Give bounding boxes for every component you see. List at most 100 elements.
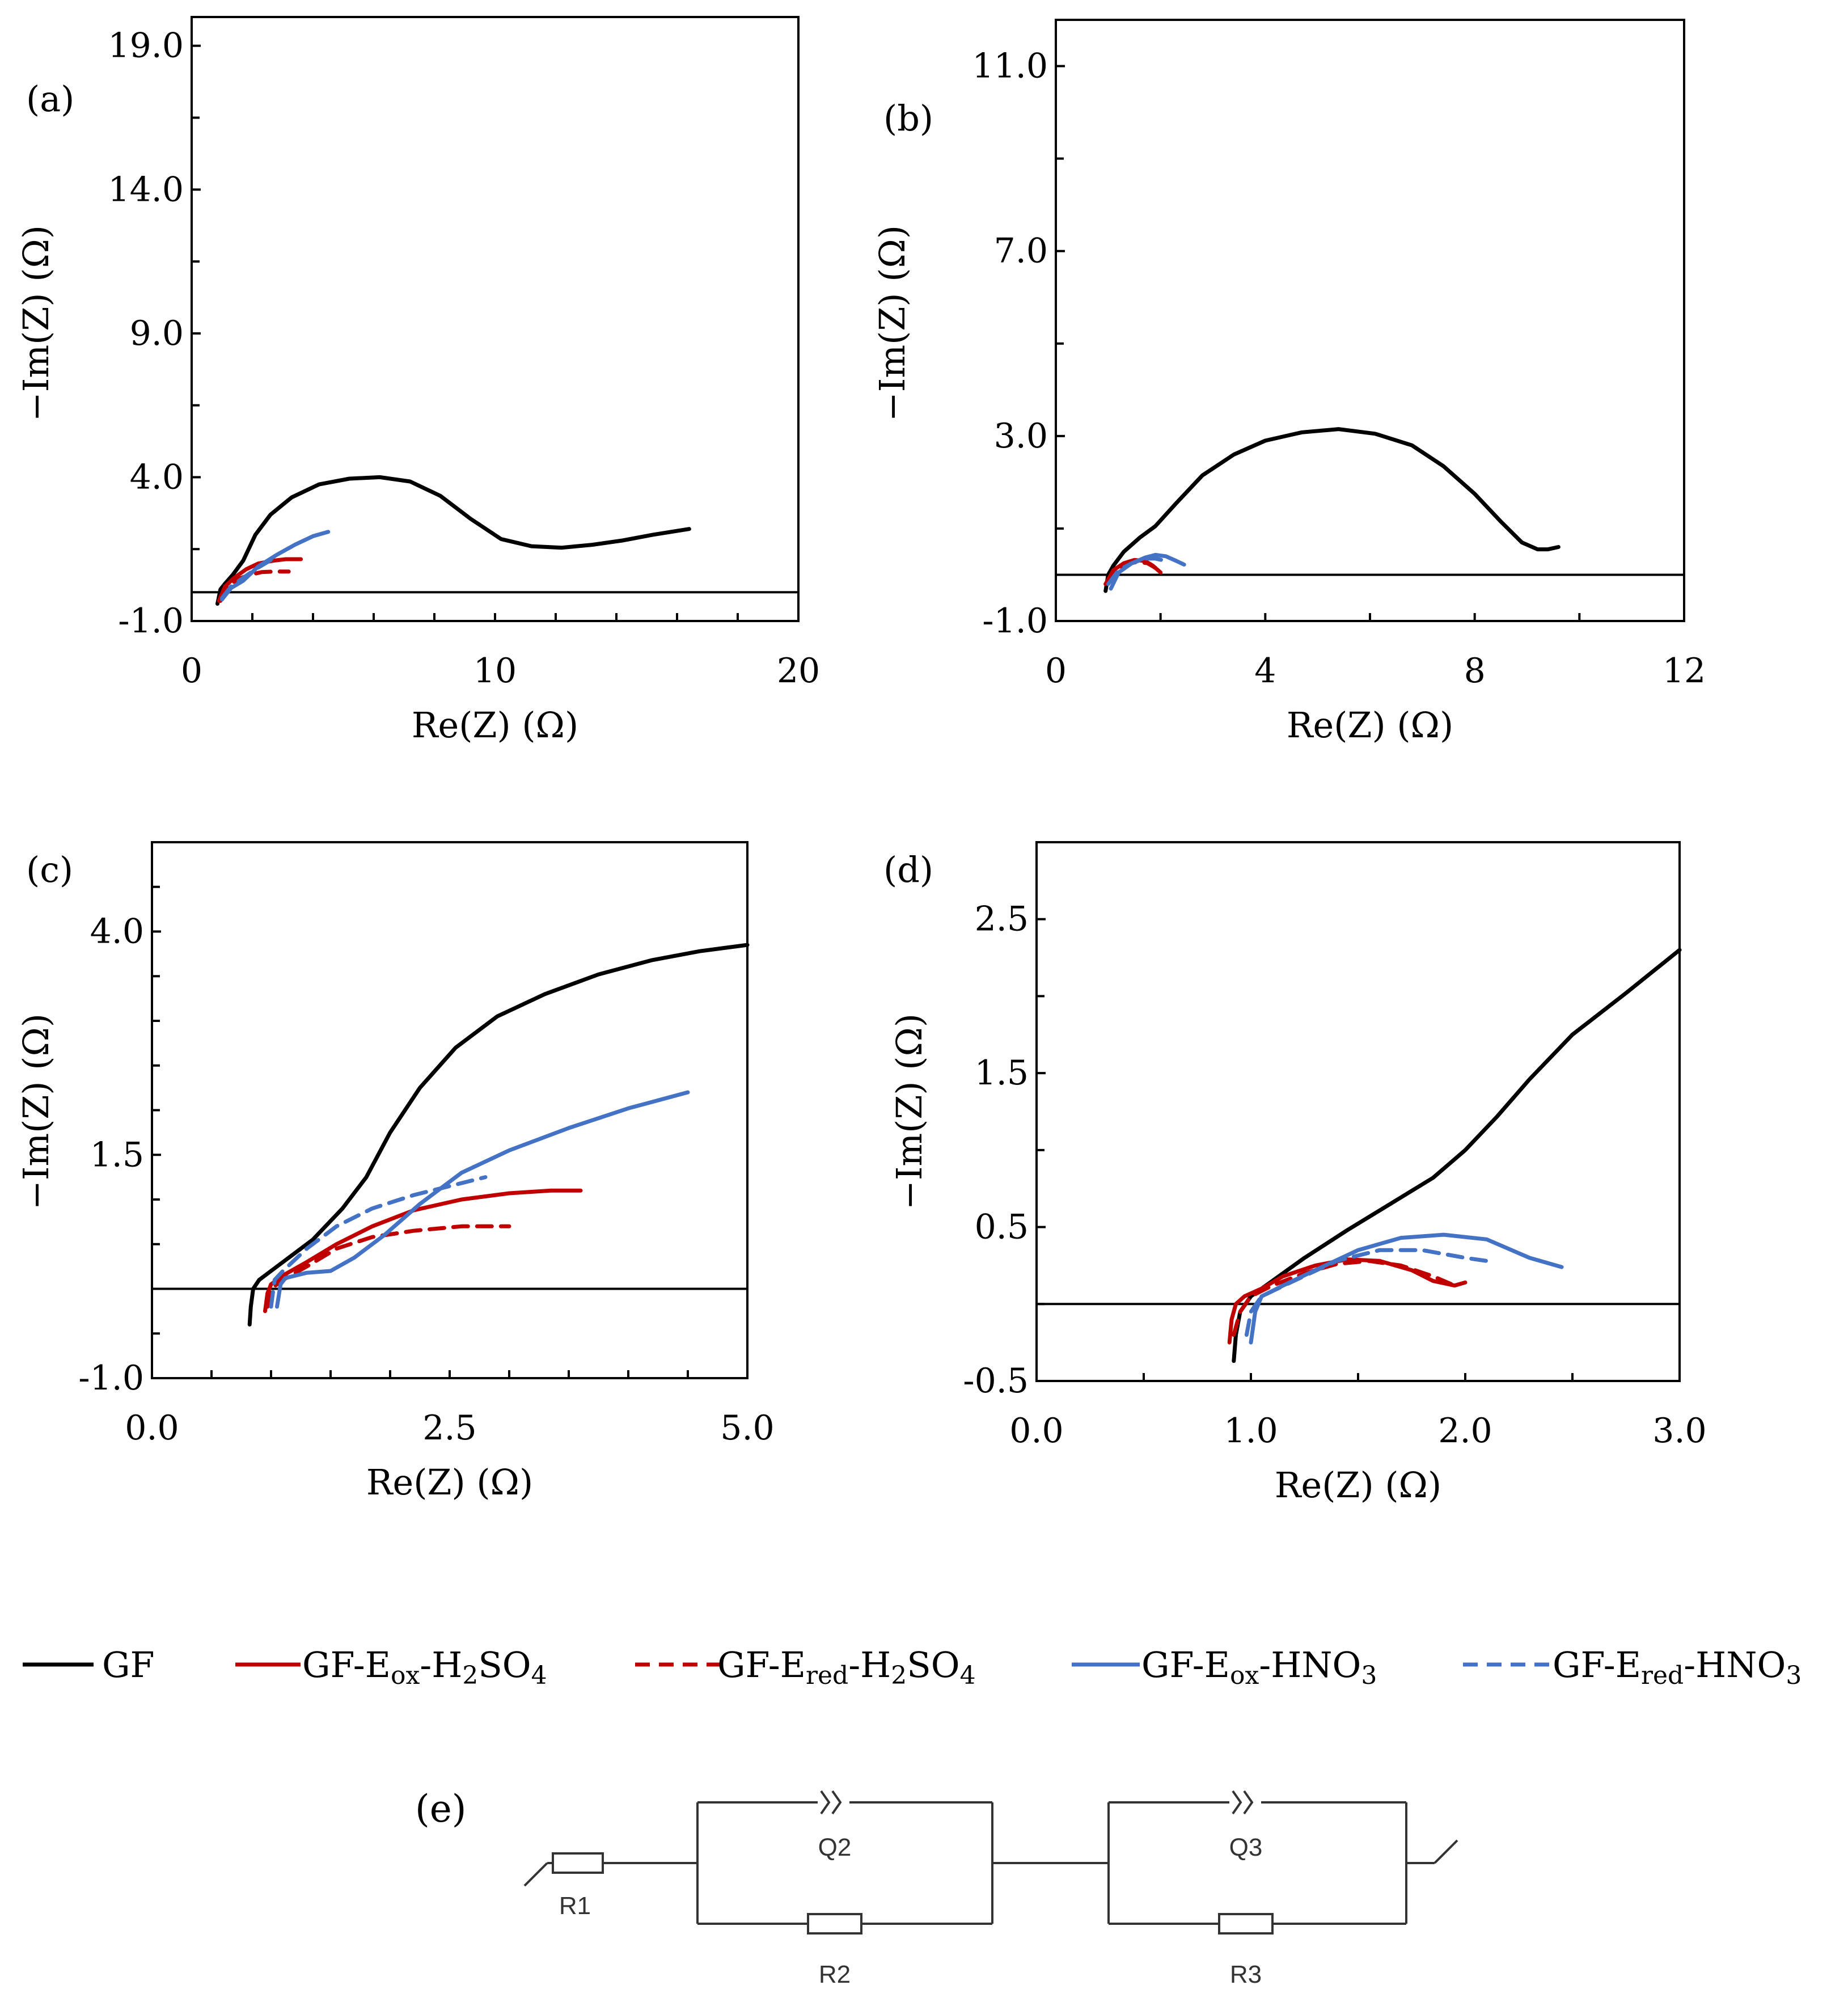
x-tick-label: 4 bbox=[1254, 651, 1276, 691]
legend-label-part: -HNO bbox=[1259, 1644, 1361, 1686]
legend-label-part: SO bbox=[478, 1644, 531, 1686]
label-r3: R3 bbox=[1230, 1961, 1262, 1988]
label-q2: Q2 bbox=[818, 1834, 852, 1861]
y-axis-title: −Im(Z) (Ω) bbox=[872, 225, 913, 421]
y-tick-label: -0.5 bbox=[963, 1361, 1029, 1401]
cpe-gap bbox=[818, 1792, 849, 1813]
x-tick-label: 0 bbox=[1045, 651, 1067, 691]
panel-tag: (c) bbox=[26, 849, 73, 890]
x-tick-label: 1.0 bbox=[1224, 1411, 1278, 1451]
series-line-gf-eox-h2so4 bbox=[217, 557, 303, 603]
cpe-gap bbox=[1229, 1792, 1261, 1813]
cpe-q3-icon bbox=[1232, 1790, 1254, 1815]
label-r1: R1 bbox=[559, 1892, 591, 1920]
x-axis-title: Re(Z) (Ω) bbox=[366, 1462, 533, 1503]
x-tick-label: 2.0 bbox=[1438, 1411, 1492, 1451]
series-line-gf-eox-hno3 bbox=[1109, 552, 1186, 591]
series-line-gf-ered-hno3 bbox=[220, 554, 279, 600]
legend-label-part: ox bbox=[1230, 1661, 1259, 1690]
legend-label-part: 3 bbox=[1361, 1661, 1377, 1690]
y-axis-title: −Im(Z) (Ω) bbox=[15, 1013, 57, 1210]
series-line-gf-eox-hno3 bbox=[275, 1090, 690, 1309]
series-line-gf-ered-hno3 bbox=[269, 1175, 488, 1309]
legend-label-part: SO bbox=[907, 1644, 959, 1686]
series-line-gf-eox-h2so4 bbox=[263, 1188, 583, 1313]
legend-label-part: -HNO bbox=[1684, 1644, 1786, 1686]
series-line-gf bbox=[1232, 948, 1682, 1363]
x-tick-label: 0.0 bbox=[125, 1408, 179, 1448]
legend-label-part: GF-E bbox=[302, 1644, 391, 1686]
y-tick-label: 19.0 bbox=[108, 26, 184, 66]
y-tick-label: 14.0 bbox=[108, 170, 184, 209]
y-tick-label: -1.0 bbox=[982, 601, 1048, 641]
legend-label-part: GF-E bbox=[1141, 1644, 1230, 1686]
resistor-r2 bbox=[807, 1913, 862, 1935]
legend-label-gf-eox-hno3: GF-Eox-HNO3 bbox=[1141, 1644, 1377, 1690]
legend-label-part: red bbox=[1641, 1661, 1684, 1690]
legend-label-part: GF-E bbox=[1553, 1644, 1641, 1686]
panel-b: -1.0 3.0 7.0 11.0 0 4 8 12 Re(Z) (Ω) −Im(Z) (Ω) (b… bbox=[872, 19, 1706, 746]
y-tick-label: 0.5 bbox=[975, 1207, 1029, 1247]
panel-tag: (a) bbox=[26, 78, 74, 120]
cpe-q2-icon bbox=[820, 1790, 842, 1815]
series-line-gf-ered-h2so4 bbox=[1232, 1258, 1457, 1337]
label-r2: R2 bbox=[819, 1961, 851, 1988]
legend-label-part: 4 bbox=[531, 1661, 547, 1690]
legend-label-part: 2 bbox=[891, 1661, 907, 1690]
legend-label-part: red bbox=[806, 1661, 848, 1690]
circuit-panel-tag: (e) bbox=[415, 1787, 467, 1831]
equivalent-circuit: (e) R1 Q2 R2 Q3 R3 bbox=[415, 1787, 1458, 1988]
y-tick-label: 4.0 bbox=[130, 457, 184, 497]
panel-c: -1.0 1.5 4.0 0.0 2.5 5.0 Re(Z) (Ω) −Im(Z) (Ω) (c… bbox=[15, 841, 775, 1503]
legend-label-gf-ered-h2so4: GF-Ered-H2SO4 bbox=[717, 1644, 976, 1690]
y-tick-label: 2.5 bbox=[975, 899, 1029, 939]
resistor-r1 bbox=[552, 1852, 604, 1874]
y-tick-label: 1.5 bbox=[90, 1135, 144, 1175]
series-line-gf-ered-hno3 bbox=[1106, 556, 1168, 586]
legend-label-part: 4 bbox=[960, 1661, 976, 1690]
y-tick-label: -1.0 bbox=[78, 1358, 144, 1398]
legend-label-part: ox bbox=[391, 1661, 420, 1690]
panel-d: -0.5 0.5 1.5 2.5 0.0 1.0 2.0 3.0 Re(Z) (Ω) −Im(Z)… bbox=[883, 841, 1707, 1506]
panel-a: -1.0 4.0 9.0 14.0 19.0 0 10 20 Re(Z) (Ω) −Im(Z) (… bbox=[15, 16, 820, 746]
y-tick-label: 1.5 bbox=[975, 1053, 1029, 1093]
legend-label-part: 2 bbox=[462, 1661, 478, 1690]
x-axis-title: Re(Z) (Ω) bbox=[412, 704, 578, 746]
panel-tag: (b) bbox=[883, 98, 933, 139]
legend-label-part: -H bbox=[420, 1644, 462, 1686]
legend-label-part: -H bbox=[848, 1644, 891, 1686]
y-tick-label: 9.0 bbox=[130, 314, 184, 353]
plot-frame bbox=[1035, 841, 1681, 1382]
series-line-gf bbox=[1103, 427, 1561, 593]
y-tick-label: 4.0 bbox=[90, 912, 144, 952]
x-tick-label: 0 bbox=[181, 651, 202, 691]
x-tick-label: 8 bbox=[1464, 651, 1486, 691]
x-axis-title: Re(Z) (Ω) bbox=[1287, 704, 1453, 746]
label-q3: Q3 bbox=[1229, 1834, 1263, 1861]
plot-frame bbox=[151, 841, 748, 1379]
legend-label-gf-ered-hno3: GF-Ered-HNO3 bbox=[1553, 1644, 1802, 1690]
resistor-r3 bbox=[1218, 1913, 1274, 1935]
y-axis-title: −Im(Z) (Ω) bbox=[889, 1013, 930, 1210]
circuit-terminal-left bbox=[523, 1862, 548, 1887]
x-axis-title: Re(Z) (Ω) bbox=[1275, 1464, 1441, 1506]
legend: GF GF-Eox-H2SO4 GF-Ered-H2SO4 GF-Eox-HNO3 GF… bbox=[23, 1644, 1802, 1690]
series-line-gf-eox-h2so4 bbox=[1227, 1257, 1468, 1345]
y-tick-label: 3.0 bbox=[994, 416, 1048, 456]
series-line-gf-ered-hno3 bbox=[1244, 1248, 1489, 1337]
x-tick-label: 5.0 bbox=[720, 1408, 774, 1448]
series-line-gf-ered-h2so4 bbox=[265, 1224, 511, 1309]
series-line-gf bbox=[247, 943, 750, 1327]
y-tick-label: 11.0 bbox=[972, 47, 1048, 86]
legend-label-part: 3 bbox=[1786, 1661, 1802, 1690]
series-line-gf-ered-h2so4 bbox=[218, 569, 291, 603]
x-tick-label: 12 bbox=[1663, 651, 1706, 691]
plot-frame bbox=[191, 16, 800, 622]
panel-tag: (d) bbox=[883, 849, 933, 890]
circuit-terminal-right bbox=[1433, 1839, 1458, 1864]
legend-label-gf-eox-h2so4: GF-Eox-H2SO4 bbox=[302, 1644, 547, 1690]
legend-label-part: GF-E bbox=[717, 1644, 806, 1686]
x-tick-label: 3.0 bbox=[1652, 1411, 1706, 1451]
x-tick-label: 20 bbox=[777, 651, 820, 691]
